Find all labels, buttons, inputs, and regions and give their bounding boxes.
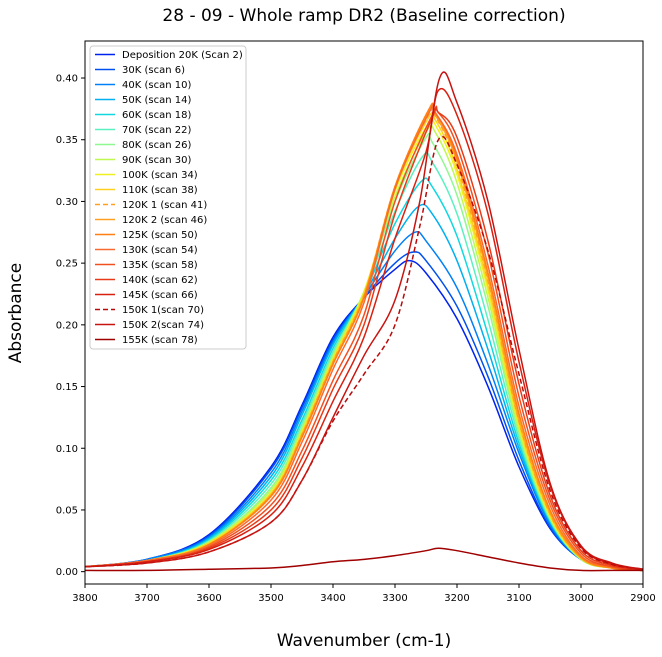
x-tick-label: 3500: [258, 593, 283, 604]
legend-label: 50K (scan 14): [122, 95, 191, 106]
x-tick-label: 3100: [506, 593, 531, 604]
legend-label: 60K (scan 18): [122, 110, 191, 121]
y-axis-label: Absorbance: [6, 263, 26, 363]
legend-label: 130K (scan 54): [122, 245, 198, 256]
x-tick-label: 3300: [382, 593, 407, 604]
legend-label: 100K (scan 34): [122, 170, 198, 181]
y-tick-label: 0.05: [56, 505, 78, 516]
series-line: [84, 103, 644, 572]
legend-label: 120K 2 (scan 46): [122, 215, 207, 226]
y-tick-label: 0.10: [56, 444, 78, 455]
series-line: [84, 135, 644, 570]
x-tick-label: 3200: [444, 593, 469, 604]
legend-label: 40K (scan 10): [122, 80, 191, 91]
y-tick-label: 0.25: [56, 259, 78, 270]
y-tick-label: 0.35: [56, 135, 78, 146]
y-tick-label: 0.40: [56, 74, 78, 85]
legend-label: 155K (scan 78): [122, 335, 198, 346]
legend-label: 80K (scan 26): [122, 140, 191, 151]
plot-frame: [84, 40, 644, 585]
series-layer: [84, 71, 644, 572]
legend-label: 110K (scan 38): [122, 185, 198, 196]
x-tick-label: 3600: [196, 593, 221, 604]
y-axis-ticks: 0.00 0.05 0.10 0.15 0.20 0.25 0.30 0.35 0.40: [56, 74, 85, 578]
y-tick-label: 0.30: [56, 197, 78, 208]
x-tick-label: 3000: [568, 593, 593, 604]
series-line: [84, 102, 644, 572]
x-axis-label: Wavenumber (cm-1): [277, 631, 452, 651]
legend-label: 120K 1 (scan 41): [122, 200, 207, 211]
series-line: [84, 71, 644, 570]
series-line: [84, 547, 643, 572]
legend-entries: Deposition 20K (Scan 2) 30K (scan 6) 40K (…: [95, 50, 243, 346]
legend-label: 135K (scan 58): [122, 260, 198, 271]
legend-box: [89, 45, 247, 350]
y-tick-label: 0.00: [56, 567, 78, 578]
x-tick-label: 2900: [630, 593, 655, 604]
y-tick-label: 0.20: [56, 320, 78, 331]
legend-label: Deposition 20K (Scan 2): [122, 50, 243, 61]
legend-label: 30K (scan 6): [122, 65, 185, 76]
series-line: [84, 251, 644, 572]
chart-title: 28 - 09 - Whole ramp DR2 (Baseline corre…: [162, 6, 565, 26]
x-tick-label: 3400: [320, 593, 345, 604]
y-tick-label: 0.15: [56, 382, 78, 393]
legend-label: 125K (scan 50): [122, 230, 198, 241]
plot-area: 3800 3700 3600 3500 3400 3300 3200 3100 3000 2900…: [56, 40, 656, 604]
x-tick-label: 3700: [134, 593, 159, 604]
x-tick-label: 3800: [72, 593, 97, 604]
legend-label: 145K (scan 66): [122, 290, 198, 301]
legend-label: 150K 2(scan 74): [122, 320, 204, 331]
series-line: [84, 230, 644, 572]
legend-label: 70K (scan 22): [122, 125, 191, 136]
legend-label: 150K 1(scan 70): [122, 305, 204, 316]
legend: Deposition 20K (Scan 2) 30K (scan 6) 40K (…: [89, 45, 247, 350]
x-axis-ticks: 3800 3700 3600 3500 3400 3300 3200 3100 3000 2900: [72, 584, 656, 604]
legend-label: 90K (scan 30): [122, 155, 191, 166]
legend-label: 140K (scan 62): [122, 275, 198, 286]
